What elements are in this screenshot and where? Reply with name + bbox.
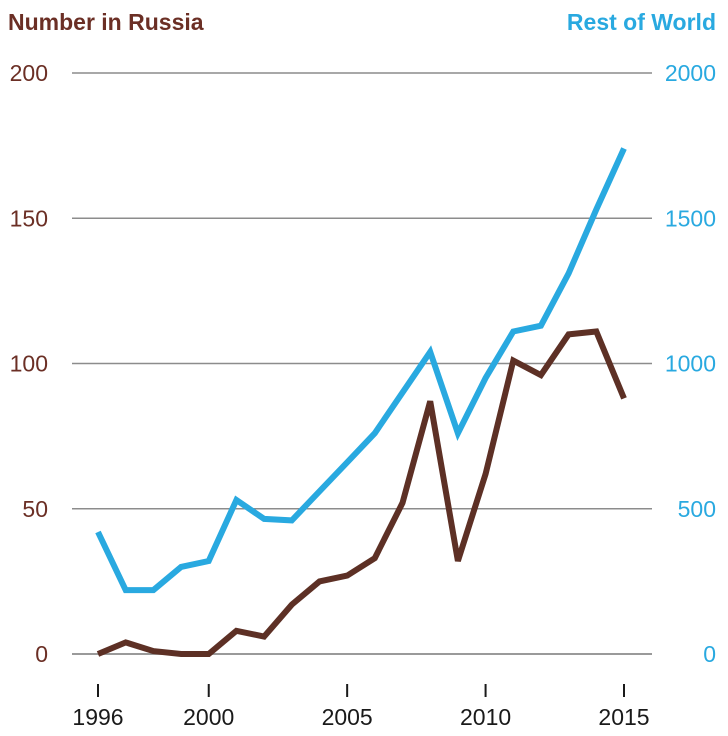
right-tick-label: 0 <box>703 641 716 667</box>
left-axis-title: Number in Russia <box>8 9 204 35</box>
right-tick-label: 2000 <box>665 60 716 86</box>
right-tick-label: 1000 <box>665 351 716 377</box>
left-tick-label: 100 <box>10 351 48 377</box>
x-tick-label: 2005 <box>322 704 373 730</box>
x-tick-label: 2000 <box>183 704 234 730</box>
left-tick-label: 0 <box>35 641 48 667</box>
x-tick-label: 2010 <box>460 704 511 730</box>
left-tick-label: 150 <box>10 205 48 231</box>
x-axis: 1996 2000 2005 2010 2015 <box>72 653 652 730</box>
series-group <box>95 147 627 657</box>
series-line-rest-of-world <box>95 147 627 594</box>
series-line-russia <box>96 328 627 657</box>
left-y-axis: 0 50 100 150 200 <box>10 60 48 667</box>
right-axis-title: Rest of World <box>567 9 716 35</box>
right-y-axis: 0 500 1000 1500 2000 <box>665 60 716 667</box>
left-tick-label: 50 <box>22 496 48 522</box>
right-tick-label: 1500 <box>665 205 716 231</box>
left-tick-label: 200 <box>10 60 48 86</box>
right-tick-label: 500 <box>678 496 716 522</box>
x-tick-label: 2015 <box>598 704 649 730</box>
x-tick-label: 1996 <box>72 704 123 730</box>
